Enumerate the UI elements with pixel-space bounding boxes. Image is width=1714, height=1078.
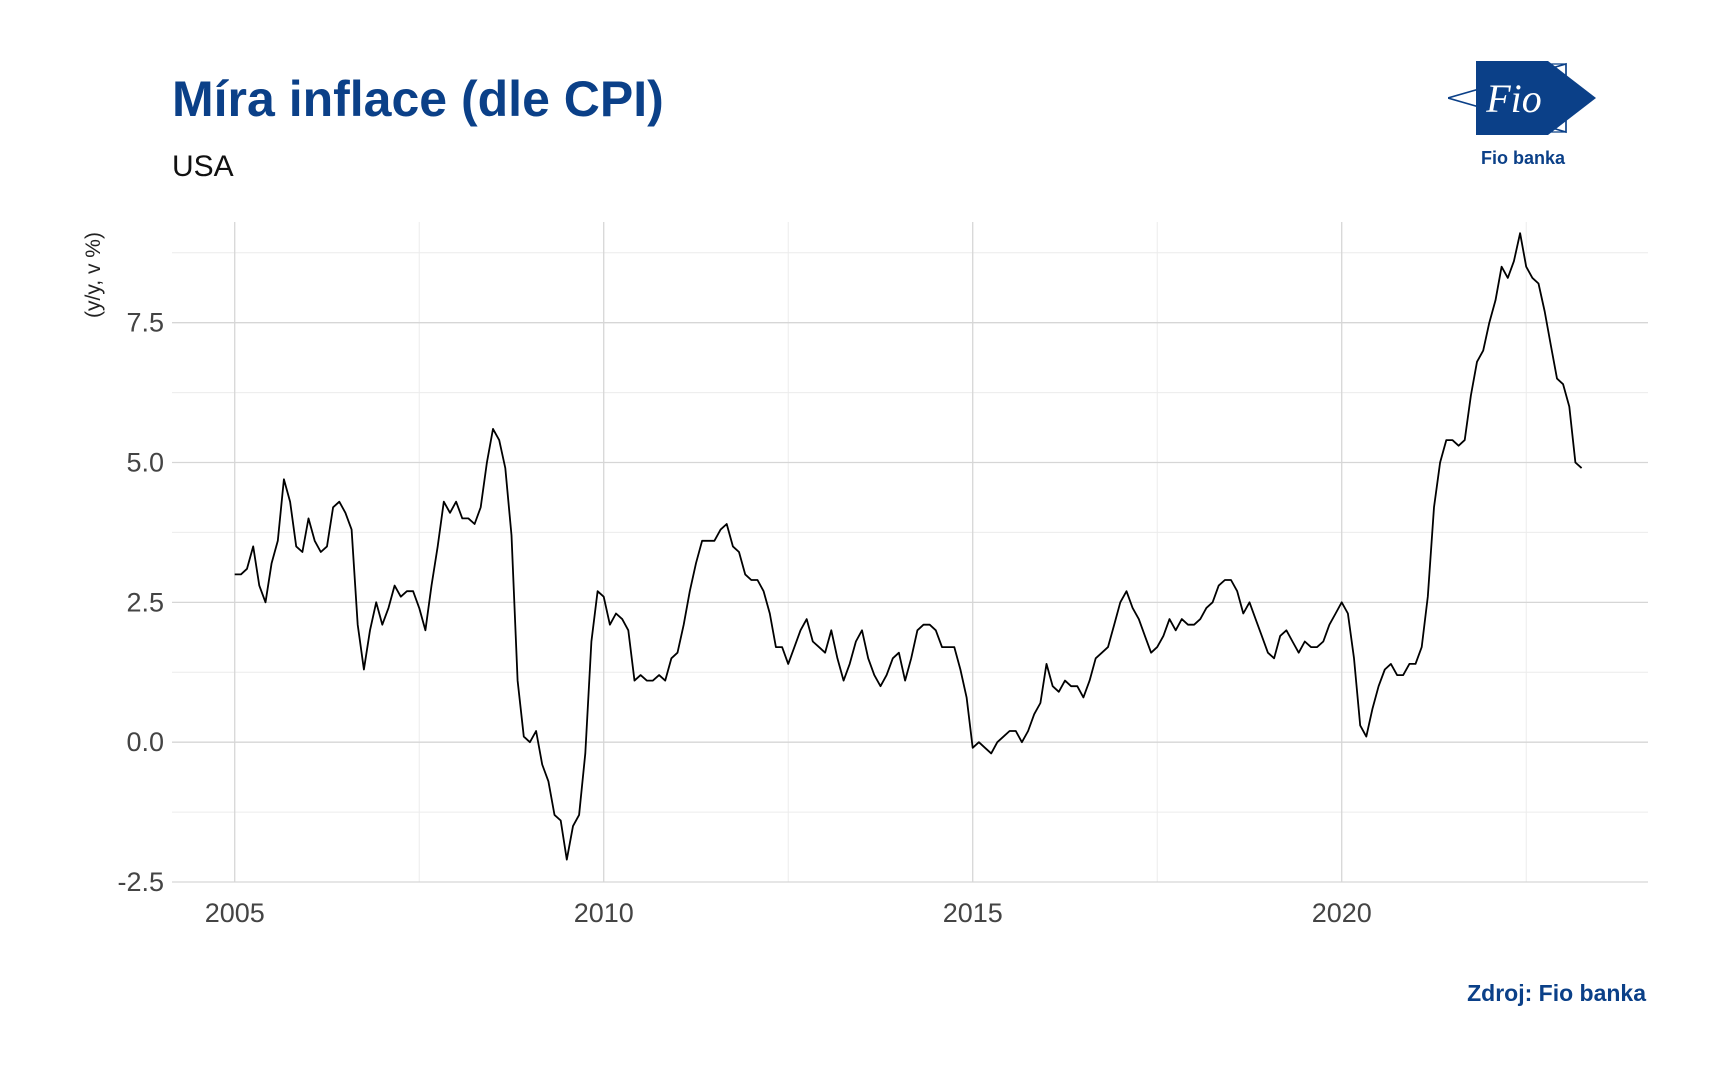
source-note: Zdroj: Fio banka bbox=[1467, 980, 1646, 1006]
x-tick-label: 2020 bbox=[1312, 898, 1372, 928]
logo-mark-text: Fio bbox=[1485, 76, 1542, 121]
fio-banka-logo: Fio Fio banka bbox=[1448, 58, 1608, 170]
axis-tick-labels: -2.5 0.0 2.5 5.0 7.5 2005 2010 2015 2020 bbox=[117, 308, 1371, 928]
x-tick-label: 2010 bbox=[574, 898, 634, 928]
y-tick-label: -2.5 bbox=[117, 867, 164, 897]
y-axis-label: (y/y, v %) bbox=[82, 232, 105, 318]
y-tick-label: 7.5 bbox=[126, 308, 164, 338]
series-line bbox=[234, 232, 1583, 861]
y-tick-label: 5.0 bbox=[126, 448, 164, 478]
fio-logo-icon: Fio bbox=[1448, 61, 1596, 135]
y-tick-label: 2.5 bbox=[126, 587, 164, 617]
chart-title: Míra inflace (dle CPI) bbox=[172, 71, 664, 127]
logo-caption: Fio banka bbox=[1480, 148, 1565, 168]
chart-subtitle: USA bbox=[172, 150, 234, 183]
series-layer bbox=[234, 232, 1583, 861]
y-tick-label: 0.0 bbox=[126, 727, 164, 757]
x-tick-label: 2005 bbox=[205, 898, 265, 928]
x-tick-label: 2015 bbox=[943, 898, 1003, 928]
grid-lines bbox=[172, 222, 1648, 883]
